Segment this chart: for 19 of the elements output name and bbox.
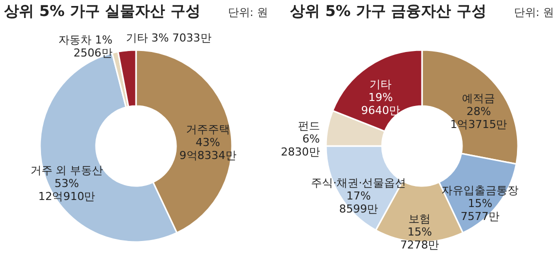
- slice-label: 자동차 1% 2506만: [58, 34, 112, 60]
- text: 단위: 원: [228, 6, 268, 19]
- data-label: 3% 7033만: [151, 31, 212, 44]
- chart-title: 상위 5% 가구 실물자산 구성: [4, 2, 200, 20]
- data-label: 6% 2830만: [280, 132, 320, 159]
- chart-title: 상위 5% 가구 금융자산 구성: [290, 2, 486, 20]
- text: 단위: 원: [514, 6, 554, 19]
- slice-label: 펀드: [298, 120, 320, 133]
- slice-label: 거주주택: [186, 122, 230, 136]
- slice-label: 예적금: [462, 92, 496, 106]
- slice-label: 기타: [370, 78, 392, 92]
- slice-label: 보험: [408, 212, 431, 226]
- data-label: 15% 7278만: [400, 226, 440, 252]
- slice-label: 기타: [126, 31, 148, 44]
- data-label: 19% 9640만: [361, 91, 400, 118]
- slice-label: 거주 외 부동산: [30, 164, 104, 177]
- data-label: 53% 12억910만: [38, 176, 96, 203]
- data-label: 17% 8599만: [339, 189, 378, 216]
- slice-label: 주식·채권·선물옵션: [311, 176, 406, 190]
